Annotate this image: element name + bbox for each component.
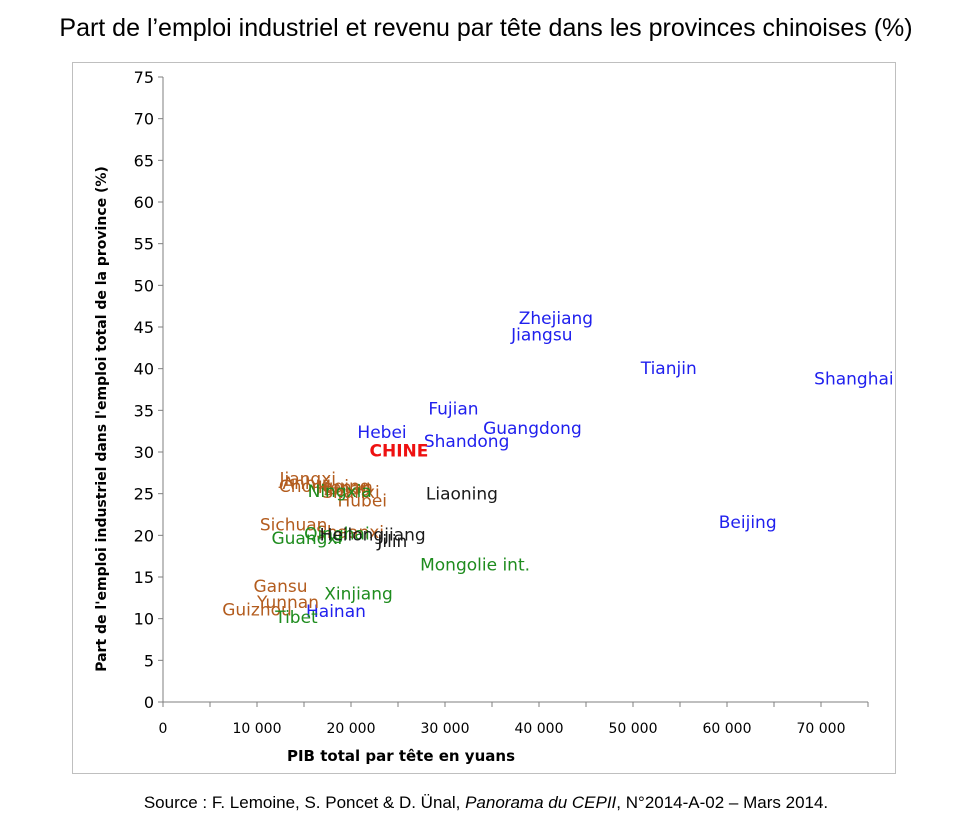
- x-tick-label: 70 000: [797, 721, 846, 737]
- x-tick-label: 0: [159, 721, 168, 737]
- data-point-guangxi: Guangxi: [271, 529, 342, 549]
- y-tick-label: 45: [134, 318, 154, 337]
- x-axis-label: PIB total par tête en yuans: [287, 747, 515, 765]
- y-tick-label: 60: [134, 193, 154, 212]
- data-point-shanghai: Shanghai: [814, 370, 893, 390]
- y-axis-label: Part de l'emploi industriel dans l'emplo…: [94, 166, 110, 672]
- chart-title: Part de l’emploi industriel et revenu pa…: [59, 14, 913, 42]
- data-labels: ZhejiangJiangsuTianjinShanghaiFujianGuan…: [222, 309, 893, 628]
- data-point-mongolie-int: Mongolie int.: [420, 556, 530, 576]
- y-tick-label: 70: [134, 110, 154, 129]
- y-tick-label: 25: [134, 485, 154, 504]
- y-tick-label: 10: [134, 610, 154, 629]
- data-point-guangdong: Guangdong: [483, 419, 582, 439]
- source-prefix: Source : F. Lemoine, S. Poncet & D. Ünal…: [143, 793, 466, 812]
- data-point-tibet: Tibet: [274, 608, 318, 628]
- y-tick-label: 5: [144, 651, 154, 670]
- data-point-heilongjiang: Heilongjiang: [320, 526, 426, 546]
- data-point-tianjin: Tianjin: [640, 359, 697, 379]
- data-point-jiangsu: Jiangsu: [510, 326, 572, 346]
- scatter-plot: 0 5 10 15 20 25 30 35 40 45 50 55 60 65 70 75 0 10 000 20 …: [94, 68, 894, 765]
- data-point-hubei: Hubei: [338, 491, 388, 511]
- axes: [158, 76, 869, 707]
- data-point-qinghai: Qinghai: [304, 525, 370, 545]
- y-tick-label: 65: [134, 151, 154, 170]
- source-suffix: , N°2014-A-02 – Mars 2014.: [616, 793, 829, 812]
- data-point-fujian: Fujian: [428, 400, 478, 420]
- data-point-ningxia: Ningxia: [308, 482, 372, 502]
- data-point-jilin: Jilin: [376, 532, 407, 552]
- data-point-shandong: Shandong: [424, 432, 510, 452]
- y-tick-label: 0: [144, 693, 154, 712]
- data-point-guizhou: Guizhou: [222, 601, 292, 621]
- x-tick-label: 50 000: [609, 721, 658, 737]
- source-publication: Panorama du CEPII: [465, 793, 617, 812]
- x-tick-label: 30 000: [421, 721, 470, 737]
- data-point-chine: CHINE: [370, 441, 429, 461]
- data-point-xinjiang: Xinjiang: [324, 585, 393, 605]
- y-tick-label: 35: [134, 401, 154, 420]
- x-tick-label: 40 000: [515, 721, 564, 737]
- chart-area: 0 5 10 15 20 25 30 35 40 45 50 55 60 65 70 75 0 10 000 20 …: [72, 62, 896, 774]
- y-tick-label: 50: [134, 276, 154, 295]
- data-point-chongqing: Chongqing: [279, 477, 371, 497]
- data-point-beijing: Beijing: [719, 513, 777, 533]
- x-tick-label: 20 000: [327, 721, 376, 737]
- data-point-hunan: Hunan: [316, 480, 372, 500]
- y-tick-label: 20: [134, 526, 154, 545]
- data-point-henan: Henan: [318, 478, 373, 498]
- y-tick-label: 15: [134, 568, 154, 587]
- data-point-hebei: Hebei: [357, 423, 406, 443]
- data-point-jiangxi: Jiangxi: [279, 470, 337, 490]
- data-point-shanxi: Shanxi: [322, 483, 380, 503]
- source-note: Source : F. Lemoine, S. Poncet & D. Ünal…: [0, 793, 972, 813]
- x-tick-label: 60 000: [703, 721, 752, 737]
- data-point-zhejiang: Zhejiang: [519, 309, 593, 329]
- tick-labels: 0 5 10 15 20 25 30 35 40 45 50 55 60 65 70 75 0 10 000 20 …: [134, 68, 846, 737]
- data-point-shaanxi: Shaanxi: [316, 523, 384, 543]
- x-tick-label: 10 000: [233, 721, 282, 737]
- y-tick-label: 55: [134, 235, 154, 254]
- data-point-anhui: Anhui: [282, 474, 331, 494]
- data-point-sichuan: Sichuan: [260, 516, 328, 536]
- data-point-gansu: Gansu: [254, 577, 308, 597]
- y-tick-label: 40: [134, 360, 154, 379]
- y-tick-label: 75: [134, 68, 154, 87]
- data-point-liaoning: Liaoning: [426, 485, 498, 505]
- y-tick-label: 30: [134, 443, 154, 462]
- data-point-hainan: Hainan: [306, 602, 366, 622]
- data-point-yunnan: Yunnan: [256, 593, 319, 613]
